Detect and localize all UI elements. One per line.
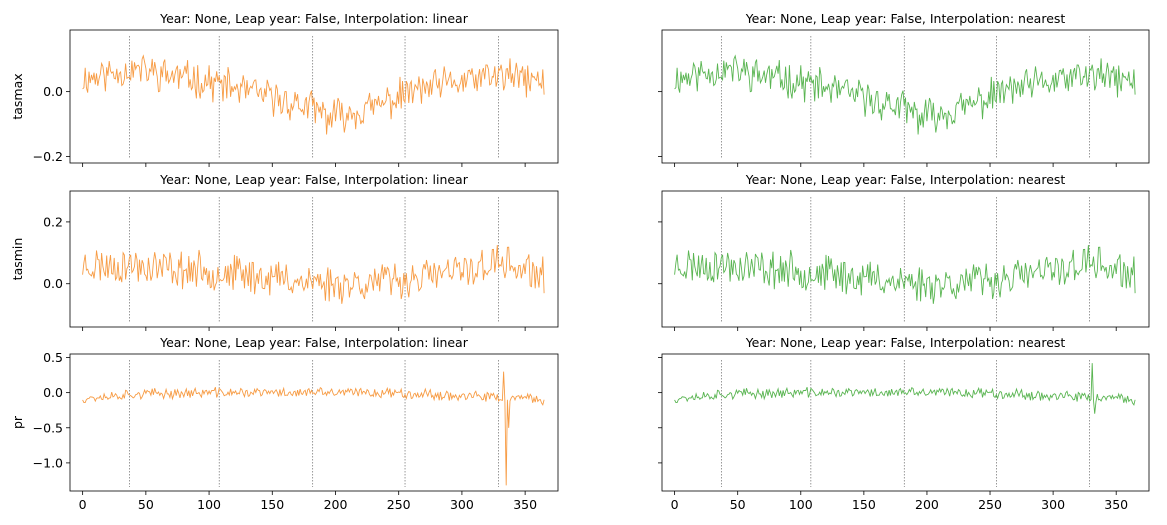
x-tick-label: 300 [450,497,474,512]
subplot-title: Year: None, Leap year: False, Interpolat… [159,11,469,26]
y-tick-label: −0.2 [33,149,63,164]
data-series-line [674,54,1136,135]
subplot-title: Year: None, Leap year: False, Interpolat… [159,335,469,350]
subplot-title: Year: None, Leap year: False, Interpolat… [745,11,1066,26]
subplot-4: Year: None, Leap year: False, Interpolat… [658,172,1150,331]
data-series-line [674,244,1136,304]
x-tick-label: 0 [671,497,679,512]
axes-frame [69,29,559,164]
x-tick-label: 350 [513,497,537,512]
subplot-title: Year: None, Leap year: False, Interpolat… [159,172,469,187]
y-tick-label: −0.5 [33,420,63,435]
axes-frame [661,29,1150,164]
y-tick-label: 0.2 [43,214,63,229]
x-tick-label: 50 [730,497,746,512]
x-tick-label: 100 [789,497,813,512]
subplot-6: Year: None, Leap year: False, Interpolat… [658,335,1150,512]
x-tick-label: 200 [915,497,939,512]
subplot-title: Year: None, Leap year: False, Interpolat… [745,335,1066,350]
axes-frame [69,190,559,328]
y-tick-label: 0.0 [43,276,63,291]
subplot-3: Year: None, Leap year: False, Interpolat… [10,172,559,331]
x-tick-label: 300 [1041,497,1065,512]
y-tick-label: 0.5 [43,350,63,365]
x-tick-label: 150 [852,497,876,512]
subplot-title: Year: None, Leap year: False, Interpolat… [745,172,1066,187]
axes-frame [661,353,1150,492]
axes-frame [69,353,559,492]
data-series-line [82,54,545,135]
x-tick-label: 0 [79,497,87,512]
x-tick-label: 200 [324,497,348,512]
y-tick-label: 0.0 [43,84,63,99]
axes-frame [661,190,1150,328]
y-axis-label: pr [10,415,25,429]
y-axis-label: tasmin [10,238,25,281]
subplot-1: Year: None, Leap year: False, Interpolat… [10,11,559,167]
x-tick-label: 150 [260,497,284,512]
x-tick-label: 350 [1104,497,1128,512]
data-series-line [674,363,1136,414]
data-series-line [82,244,545,304]
y-axis-label: tasmax [10,73,25,119]
x-tick-label: 250 [387,497,411,512]
x-tick-label: 100 [197,497,221,512]
y-tick-label: 0.0 [43,385,63,400]
subplot-5: Year: None, Leap year: False, Interpolat… [10,335,559,512]
x-tick-label: 50 [138,497,154,512]
y-tick-label: −1.0 [33,455,63,470]
data-series-line [82,371,545,486]
x-tick-label: 250 [978,497,1002,512]
subplot-2: Year: None, Leap year: False, Interpolat… [658,11,1150,167]
